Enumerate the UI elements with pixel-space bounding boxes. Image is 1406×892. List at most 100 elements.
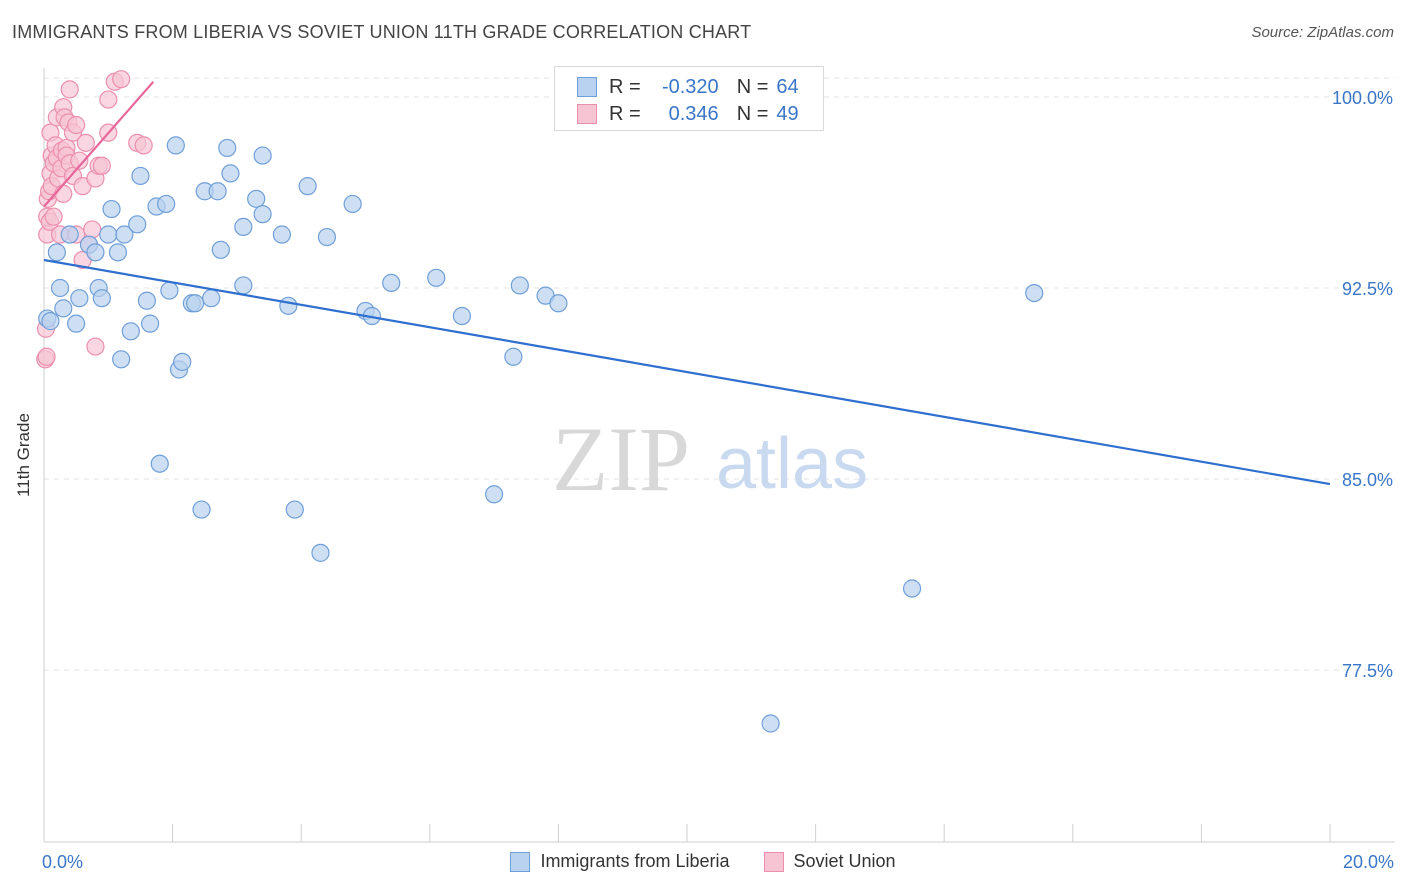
legend-row-soviet: R = 0.346 N = 49 bbox=[577, 102, 799, 126]
data-point bbox=[99, 90, 118, 109]
data-point bbox=[272, 225, 292, 244]
n-value: 49 bbox=[776, 102, 799, 125]
data-point bbox=[761, 714, 780, 733]
n-value: 64 bbox=[776, 75, 799, 98]
trend-line bbox=[43, 258, 1331, 486]
n-label: N = bbox=[736, 75, 769, 98]
data-point bbox=[137, 291, 156, 310]
data-point bbox=[50, 278, 70, 298]
data-point bbox=[157, 194, 176, 214]
data-point bbox=[317, 227, 337, 247]
data-point bbox=[485, 485, 504, 504]
data-point bbox=[211, 240, 230, 259]
y-tick-label: 100.0% bbox=[1332, 88, 1393, 108]
legend-label: Immigrants from Liberia bbox=[540, 851, 730, 871]
data-point bbox=[186, 294, 205, 313]
data-point bbox=[221, 164, 240, 183]
data-point bbox=[86, 337, 105, 356]
data-point bbox=[112, 70, 131, 89]
data-point bbox=[549, 294, 568, 313]
legend-item-liberia[interactable]: Immigrants from Liberia bbox=[510, 851, 730, 872]
data-point bbox=[218, 138, 237, 158]
data-point bbox=[70, 151, 89, 170]
data-point bbox=[86, 243, 105, 262]
data-point bbox=[83, 220, 102, 239]
x-tick-label-max: 20.0% bbox=[1342, 852, 1394, 872]
data-point bbox=[253, 146, 272, 165]
liberia-swatch bbox=[510, 851, 531, 872]
data-point bbox=[298, 177, 317, 196]
legend-row-liberia: R = -0.320 N = 64 bbox=[577, 75, 799, 99]
data-point bbox=[510, 276, 529, 295]
series-legend: Immigrants from Liberia Soviet Union bbox=[0, 851, 1406, 872]
watermark-zip: ZIP bbox=[552, 408, 690, 510]
data-point bbox=[1025, 283, 1044, 303]
data-point bbox=[131, 166, 150, 186]
data-point bbox=[99, 225, 118, 244]
data-point bbox=[37, 347, 56, 366]
data-point bbox=[202, 289, 221, 308]
data-point bbox=[44, 207, 63, 226]
data-point bbox=[121, 322, 140, 341]
n-label: N = bbox=[736, 102, 769, 125]
watermark-atlas: atlas bbox=[716, 424, 868, 504]
y-tick-label: 85.0% bbox=[1342, 470, 1393, 490]
soviet-swatch bbox=[763, 851, 784, 872]
data-point bbox=[150, 454, 169, 473]
data-point bbox=[253, 205, 272, 224]
watermark: ZIP atlas bbox=[552, 408, 868, 510]
data-point bbox=[452, 306, 472, 326]
data-point bbox=[70, 289, 89, 308]
data-point bbox=[54, 184, 73, 203]
data-point bbox=[234, 276, 253, 295]
series-soviet-union bbox=[36, 70, 153, 369]
data-point bbox=[60, 225, 79, 244]
x-tick-label-min: 0.0% bbox=[42, 852, 84, 872]
chart-title: IMMIGRANTS FROM LIBERIA VS SOVIET UNION … bbox=[12, 22, 752, 42]
data-point bbox=[208, 182, 227, 201]
data-point bbox=[382, 273, 401, 293]
data-point bbox=[54, 299, 73, 318]
data-point bbox=[160, 281, 179, 300]
data-point bbox=[47, 243, 66, 262]
data-point bbox=[427, 268, 446, 287]
data-point bbox=[192, 500, 211, 519]
data-point bbox=[41, 312, 60, 331]
data-point bbox=[285, 500, 304, 519]
data-point bbox=[134, 136, 153, 155]
data-point bbox=[112, 350, 131, 369]
legend-item-soviet[interactable]: Soviet Union bbox=[763, 851, 896, 872]
r-label: R = bbox=[609, 75, 641, 98]
series-immigrants-from-liberia bbox=[38, 72, 1044, 733]
data-point bbox=[279, 296, 298, 315]
data-point bbox=[60, 80, 79, 99]
data-point bbox=[247, 189, 266, 208]
data-point bbox=[140, 314, 160, 333]
r-value: -0.320 bbox=[661, 75, 719, 98]
liberia-swatch bbox=[577, 77, 597, 97]
data-point bbox=[67, 314, 86, 333]
data-point bbox=[902, 579, 922, 598]
data-point bbox=[92, 289, 111, 308]
legend-label: Soviet Union bbox=[793, 851, 896, 871]
gridlines bbox=[44, 77, 1395, 671]
r-label: R = bbox=[609, 102, 641, 125]
y-tick-labels: 100.0% 92.5% 85.0% 77.5% bbox=[1332, 88, 1393, 681]
y-tick-label: 92.5% bbox=[1342, 279, 1393, 299]
data-point bbox=[166, 136, 185, 155]
y-tick-label: 77.5% bbox=[1342, 661, 1393, 681]
y-axis-label: 11th Grade bbox=[14, 413, 33, 497]
data-point bbox=[504, 347, 523, 366]
data-point bbox=[92, 156, 111, 175]
data-point bbox=[108, 243, 128, 262]
trend-lines bbox=[43, 80, 1331, 486]
r-value: 0.346 bbox=[668, 102, 719, 125]
source-label[interactable]: Source: ZipAtlas.com bbox=[1251, 24, 1394, 41]
soviet-swatch bbox=[577, 104, 597, 124]
data-point bbox=[311, 543, 330, 562]
data-point bbox=[128, 215, 147, 234]
data-point bbox=[102, 199, 121, 219]
data-point bbox=[115, 225, 134, 244]
data-point bbox=[234, 217, 253, 236]
